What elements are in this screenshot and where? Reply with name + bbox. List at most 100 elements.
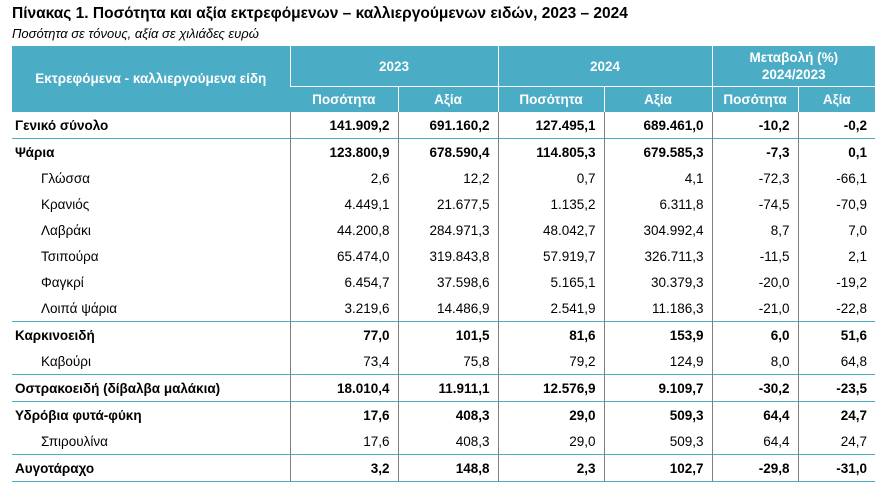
cell-change-quantity: 8,0 [711, 348, 799, 375]
cell-value-2024: 689.461,0 [603, 111, 713, 139]
cell-quantity-2023: 73,4 [289, 348, 398, 375]
cell-change-value: 64,8 [797, 348, 876, 375]
cell-value-2024: 9.109,7 [603, 374, 713, 402]
cell-quantity-2024: 57.919,7 [497, 243, 605, 269]
cell-change-value: 51,6 [797, 321, 876, 348]
row-label: Αυγοτάραχο [12, 454, 290, 482]
header-change: Μεταβολή (%) 2024/2023 [711, 46, 876, 87]
table-body: Γενικό σύνολο 141.909,2 691.160,2 127.49… [12, 111, 876, 482]
table-title: Πίνακας 1. Ποσότητα και αξία εκτρεφόμενω… [12, 5, 628, 22]
cell-change-quantity: 64,4 [711, 428, 799, 455]
cell-quantity-2023: 4.449,1 [289, 191, 398, 217]
cell-quantity-2023: 3.219,6 [289, 295, 398, 322]
cell-quantity-2023: 6.454,7 [289, 269, 398, 295]
cell-change-quantity: -11,5 [711, 243, 799, 269]
cell-quantity-2023: 77,0 [289, 321, 398, 348]
cell-quantity-2024: 127.495,1 [497, 111, 605, 139]
header-change-period: 2024/2023 [761, 67, 826, 82]
cell-value-2023: 37.598,6 [397, 269, 499, 295]
cell-value-2024: 153,9 [603, 321, 713, 348]
cell-value-2024: 509,3 [603, 401, 713, 428]
cell-quantity-2024: 29,0 [497, 401, 605, 428]
table-row: Λαβράκι 44.200,8 284.971,3 48.042,7 304.… [12, 217, 876, 243]
header-quantity-2024: Ποσότητα [497, 86, 605, 112]
data-table: Εκτρεφόμενα - καλλιεργούμενα είδη 2023 2… [12, 46, 876, 482]
cell-change-quantity: 6,0 [711, 321, 799, 348]
cell-change-quantity: -74,5 [711, 191, 799, 217]
cell-quantity-2023: 65.474,0 [289, 243, 398, 269]
row-label: Ψάρια [12, 138, 290, 165]
cell-change-value: 24,7 [797, 401, 876, 428]
cell-change-quantity: -21,0 [711, 295, 799, 322]
table-row: Φαγκρί 6.454,7 37.598,6 5.165,1 30.379,3… [12, 269, 876, 295]
cell-value-2024: 6.311,8 [603, 191, 713, 217]
row-label: Γενικό σύνολο [12, 111, 290, 139]
cell-change-value: -0,2 [797, 111, 876, 139]
cell-value-2024: 679.585,3 [603, 138, 713, 165]
cell-change-quantity: -10,2 [711, 111, 799, 139]
cell-change-value: -23,5 [797, 374, 876, 402]
table-row: Λοιπά ψάρια 3.219,6 14.486,9 2.541,9 11.… [12, 295, 876, 322]
cell-quantity-2023: 17,6 [289, 428, 398, 455]
row-label: Τσιπούρα [41, 248, 99, 264]
table-row: Οστρακοειδή (δίβαλβα μαλάκια) 18.010,4 1… [12, 374, 876, 402]
cell-change-value: 2,1 [797, 243, 876, 269]
cell-value-2023: 678.590,4 [397, 138, 499, 165]
header-change-value: Αξία [797, 86, 876, 112]
header-change-title: Μεταβολή (%) [749, 50, 839, 65]
header-year-2024: 2024 [497, 46, 713, 87]
cell-change-quantity: 64,4 [711, 401, 799, 428]
cell-quantity-2024: 0,7 [497, 165, 605, 191]
table-header: Εκτρεφόμενα - καλλιεργούμενα είδη 2023 2… [12, 46, 876, 112]
cell-quantity-2024: 2.541,9 [497, 295, 605, 322]
table-row: Καβούρι 73,4 75,8 79,2 124,9 8,0 64,8 [12, 348, 876, 375]
row-label: Οστρακοειδή (δίβαλβα μαλάκια) [12, 374, 290, 402]
header-value-2023: Αξία [397, 86, 499, 112]
cell-value-2024: 4,1 [603, 165, 713, 191]
cell-quantity-2024: 12.576,9 [497, 374, 605, 402]
cell-change-value: -31,0 [797, 454, 876, 482]
row-label: Καρκινοειδή [12, 321, 290, 348]
cell-value-2023: 408,3 [397, 401, 499, 428]
cell-quantity-2024: 29,0 [497, 428, 605, 455]
table-subtitle: Ποσότητα σε τόνους, αξία σε χιλιάδες ευρ… [12, 26, 259, 41]
cell-change-quantity: 8,7 [711, 217, 799, 243]
cell-quantity-2024: 114.805,3 [497, 138, 605, 165]
table-row: Γλώσσα 2,6 12,2 0,7 4,1 -72,3 -66,1 [12, 165, 876, 191]
cell-quantity-2023: 123.800,9 [289, 138, 398, 165]
cell-change-quantity: -30,2 [711, 374, 799, 402]
cell-value-2024: 326.711,3 [603, 243, 713, 269]
cell-value-2023: 284.971,3 [397, 217, 499, 243]
header-change-quantity: Ποσότητα [711, 86, 799, 112]
cell-value-2023: 75,8 [397, 348, 499, 375]
table-row: Υδρόβια φυτά-φύκη 17,6 408,3 29,0 509,3 … [12, 401, 876, 428]
cell-quantity-2023: 44.200,8 [289, 217, 398, 243]
cell-value-2024: 30.379,3 [603, 269, 713, 295]
cell-value-2024: 124,9 [603, 348, 713, 375]
cell-value-2023: 12,2 [397, 165, 499, 191]
row-label: Σπιρουλίνα [41, 433, 108, 449]
cell-change-value: -70,9 [797, 191, 876, 217]
cell-value-2023: 319.843,8 [397, 243, 499, 269]
cell-value-2023: 101,5 [397, 321, 499, 348]
cell-quantity-2023: 141.909,2 [289, 111, 398, 139]
cell-value-2024: 304.992,4 [603, 217, 713, 243]
cell-value-2024: 11.186,3 [603, 295, 713, 322]
header-value-2024: Αξία [603, 86, 713, 112]
cell-quantity-2024: 81,6 [497, 321, 605, 348]
table-row: Γενικό σύνολο 141.909,2 691.160,2 127.49… [12, 111, 876, 139]
cell-change-value: -19,2 [797, 269, 876, 295]
row-label: Φαγκρί [41, 274, 84, 290]
cell-change-quantity: -29,8 [711, 454, 799, 482]
cell-change-quantity: -7,3 [711, 138, 799, 165]
cell-quantity-2023: 18.010,4 [289, 374, 398, 402]
header-year-2023: 2023 [289, 46, 499, 87]
cell-change-quantity: -20,0 [711, 269, 799, 295]
cell-value-2023: 691.160,2 [397, 111, 499, 139]
cell-value-2023: 21.677,5 [397, 191, 499, 217]
table-row: Αυγοτάραχο 3,2 148,8 2,3 102,7 -29,8 -31… [12, 454, 876, 482]
table-row: Ψάρια 123.800,9 678.590,4 114.805,3 679.… [12, 138, 876, 165]
cell-change-value: -66,1 [797, 165, 876, 191]
row-label: Λοιπά ψάρια [41, 300, 118, 316]
table-row: Κρανιός 4.449,1 21.677,5 1.135,2 6.311,8… [12, 191, 876, 217]
